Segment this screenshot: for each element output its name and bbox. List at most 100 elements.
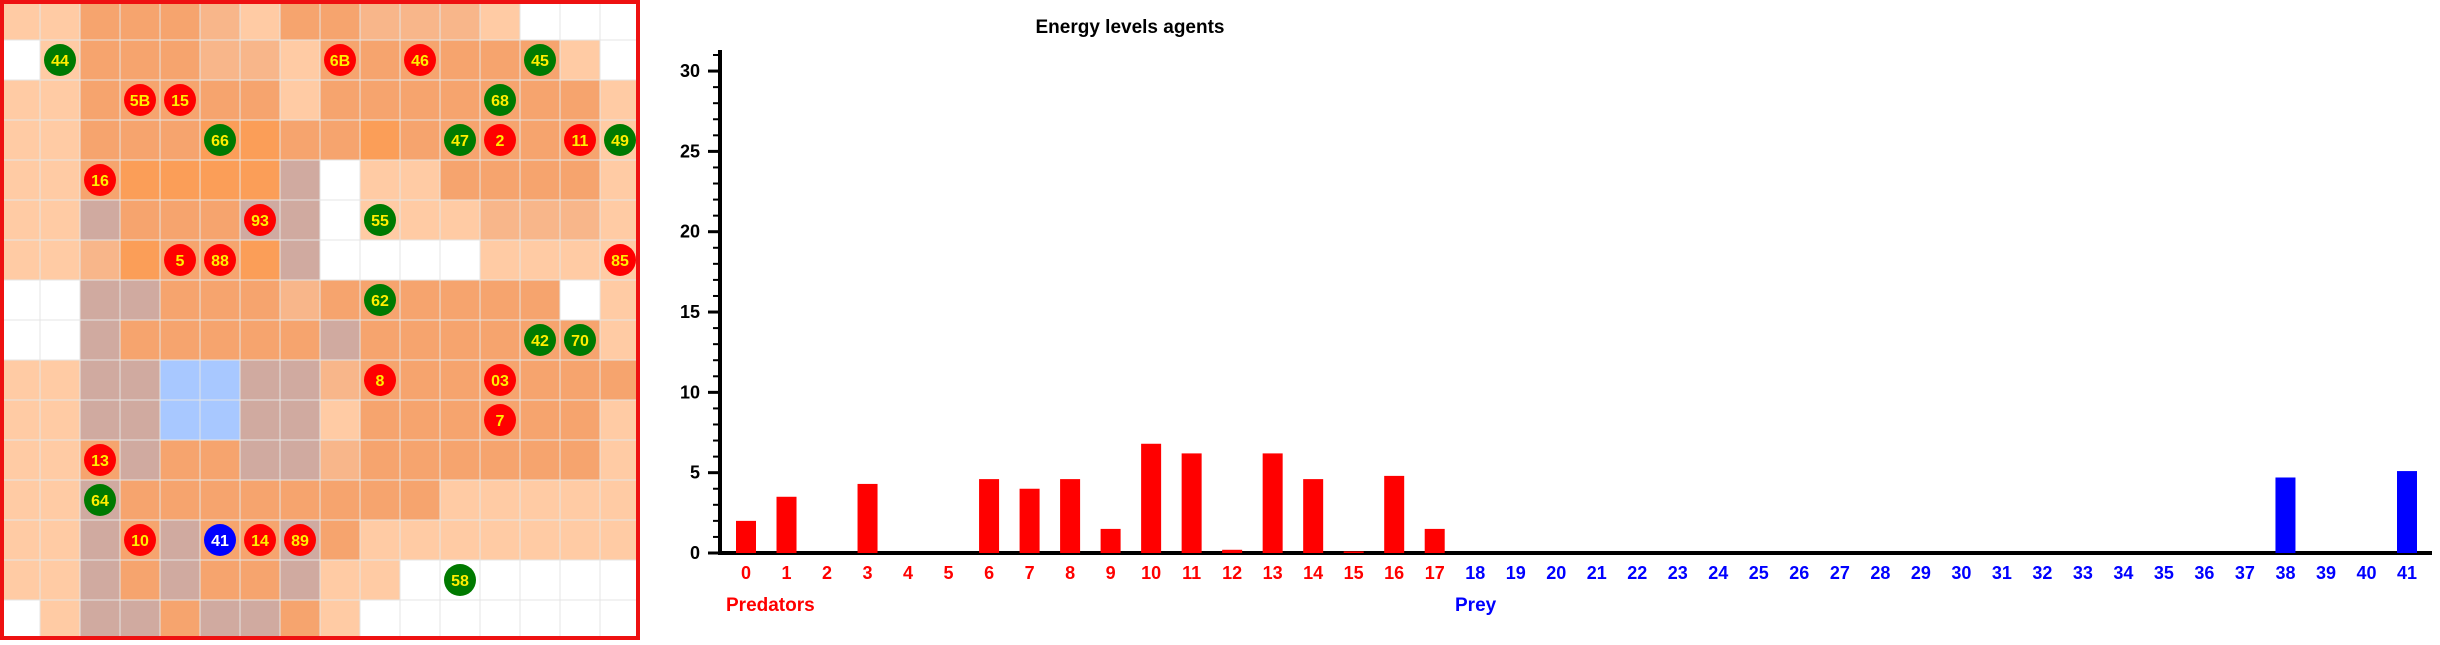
grid-cell	[159, 399, 201, 441]
agent-marker	[484, 124, 516, 156]
grid-cell	[399, 239, 441, 281]
x-tick-label: 37	[2235, 563, 2255, 583]
grid-cell	[279, 39, 321, 81]
grid-cell	[559, 159, 601, 201]
grid-cell	[439, 239, 481, 281]
energy-bar	[1303, 479, 1324, 553]
agent-label: 93	[251, 213, 269, 230]
x-tick-label: 0	[741, 563, 751, 583]
grid-cell	[319, 439, 361, 481]
grid-cell	[0, 159, 41, 201]
agent-marker	[524, 324, 556, 356]
agent-predator: 13	[84, 444, 116, 476]
grid-cell	[359, 519, 401, 561]
grid-cell	[559, 439, 601, 481]
grid-cell	[119, 159, 161, 201]
agent-green: 44	[44, 44, 76, 76]
agent-predator: 5B	[124, 84, 156, 116]
agent-marker	[204, 524, 236, 556]
grid-cell	[559, 0, 601, 41]
energy-bar	[736, 520, 756, 553]
grid-cell	[399, 559, 441, 601]
energy-bar	[1019, 488, 1040, 553]
grid-cell	[319, 279, 361, 321]
grid-cell	[599, 599, 641, 641]
grid-cell	[199, 39, 241, 81]
grid-cell	[39, 319, 81, 361]
grid-cell	[119, 559, 161, 601]
grid-cell	[319, 599, 361, 641]
grid-cell	[439, 519, 481, 561]
grid-cell	[439, 79, 481, 121]
agent-predator: 88	[204, 244, 236, 276]
grid-cell	[0, 0, 41, 41]
grid-cell	[159, 119, 201, 161]
x-tick-label: 3	[863, 563, 873, 583]
x-tick-label: 17	[1425, 563, 1445, 583]
energy-bar	[1343, 551, 1364, 553]
agent-marker	[484, 404, 516, 436]
agent-label: 68	[491, 93, 509, 110]
grid-cell	[279, 479, 321, 521]
agent-label: 44	[51, 53, 69, 70]
x-tick-label: 34	[2113, 563, 2133, 583]
grid-cell	[439, 479, 481, 521]
grid-cell	[319, 199, 361, 241]
x-tick-label: 13	[1263, 563, 1283, 583]
agent-predator: 5	[164, 244, 196, 276]
agent-label: 8	[376, 373, 385, 390]
grid-cell	[39, 599, 81, 641]
grid-cell	[159, 599, 201, 641]
grid-cell	[279, 359, 321, 401]
agent-label: 14	[251, 533, 269, 550]
energy-bar	[1100, 528, 1121, 553]
energy-bar	[1424, 528, 1445, 553]
agent-label: 58	[451, 573, 469, 590]
grid-cell	[479, 559, 521, 601]
grid-cell	[39, 119, 81, 161]
grid-cell	[199, 199, 241, 241]
x-tick-label: 2	[822, 563, 832, 583]
y-tick-label: 20	[680, 222, 700, 242]
agent-predator: 2	[484, 124, 516, 156]
x-tick-label: 6	[984, 563, 994, 583]
grid-cell	[159, 279, 201, 321]
grid-cell	[79, 199, 121, 241]
x-tick-label: 27	[1830, 563, 1850, 583]
grid-cell	[519, 359, 561, 401]
grid-cell	[159, 439, 201, 481]
grid-cell	[359, 439, 401, 481]
agent-marker	[444, 124, 476, 156]
agent-label: 88	[211, 253, 229, 270]
grid-cell	[439, 0, 481, 41]
grid-cell	[399, 119, 441, 161]
grid-cell	[559, 359, 601, 401]
x-tick-label: 12	[1222, 563, 1242, 583]
grid-cell	[199, 399, 241, 441]
y-tick-label: 30	[680, 61, 700, 81]
agent-marker	[124, 524, 156, 556]
agent-label: 16	[91, 173, 109, 190]
agent-predator: 7	[484, 404, 516, 436]
grid-cell	[119, 0, 161, 41]
grid-cell	[119, 399, 161, 441]
grid-cell	[479, 519, 521, 561]
grid-cell	[119, 119, 161, 161]
agent-label: 70	[571, 333, 589, 350]
grid-cell	[479, 439, 521, 481]
grid-cell	[239, 599, 281, 641]
predators-group-label: Predators	[726, 595, 815, 616]
grid-cell	[39, 79, 81, 121]
x-tick-label: 36	[2194, 563, 2214, 583]
grid-cell	[479, 599, 521, 641]
grid-cell	[159, 0, 201, 41]
grid-cell	[0, 79, 41, 121]
grid-cell	[559, 79, 601, 121]
grid-cell	[0, 439, 41, 481]
agent-label: 45	[531, 53, 549, 70]
energy-chart-canvas: Energy levels agents Predators Prey 0510…	[680, 17, 2432, 616]
grid-cell	[119, 279, 161, 321]
grid-cell	[319, 239, 361, 281]
agent-marker	[564, 324, 596, 356]
x-tick-label: 9	[1106, 563, 1116, 583]
